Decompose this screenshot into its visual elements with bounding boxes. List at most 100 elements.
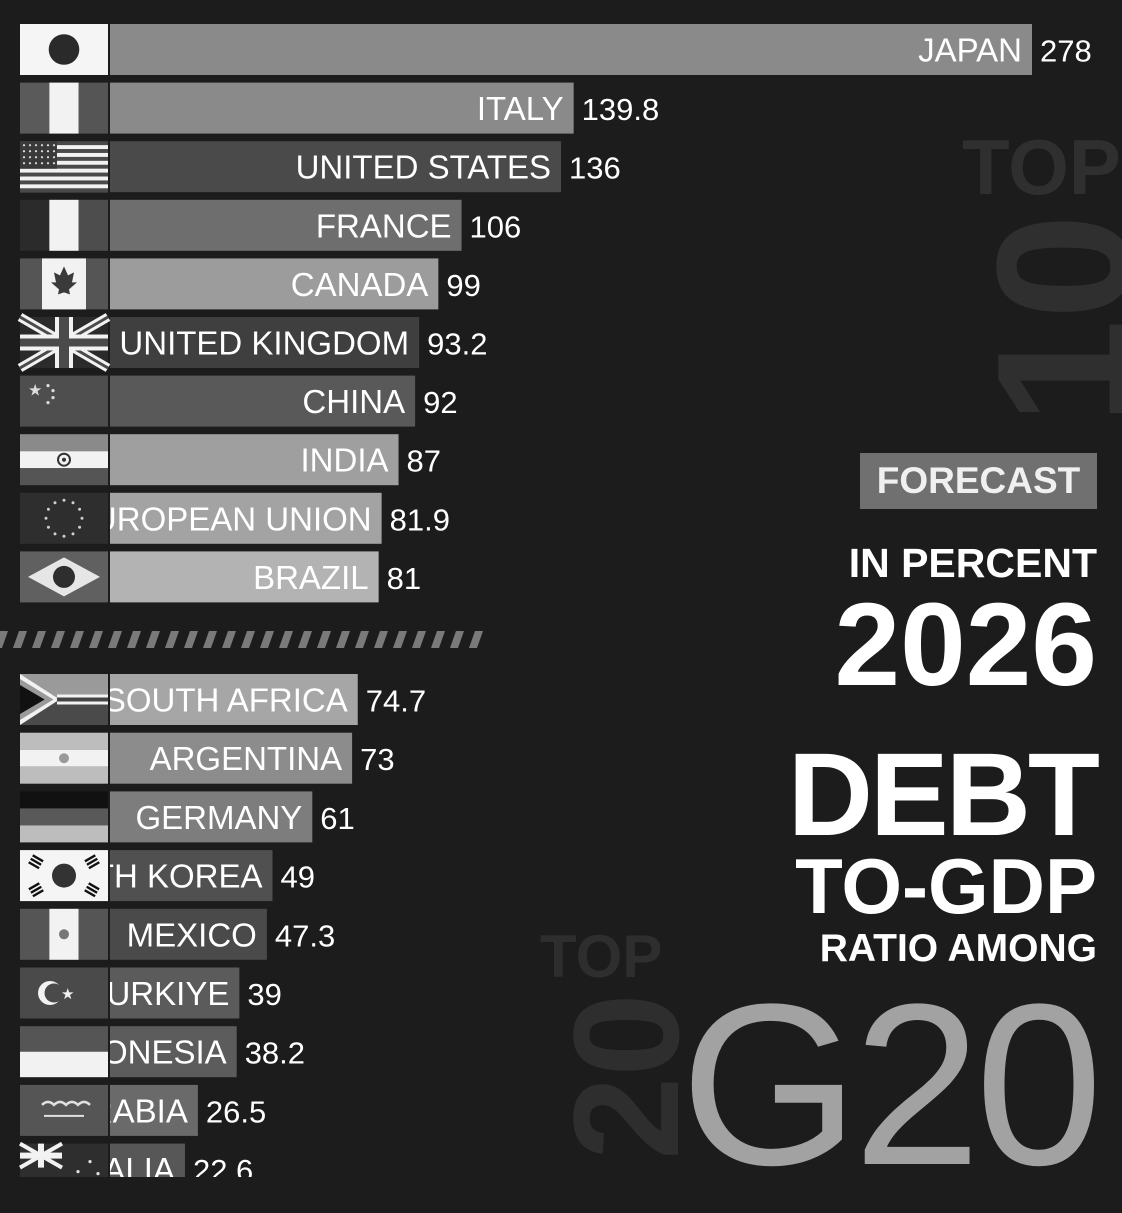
category-label: ALIA <box>103 1151 175 1177</box>
bar <box>110 1084 198 1136</box>
category-label: BRAZIL <box>253 559 369 596</box>
india-flag-icon <box>20 434 108 486</box>
bar <box>110 434 399 486</box>
value-label: 26.5 <box>206 1094 266 1129</box>
value-label: 136 <box>569 151 621 186</box>
bar <box>110 24 1032 75</box>
bar-row: GERMANY 61 <box>20 791 355 843</box>
category-label: TURKIYE <box>86 975 229 1012</box>
bar-row: FRANCE 106 <box>20 199 522 251</box>
value-label: 139.8 <box>582 92 660 127</box>
indonesia-flag-icon <box>20 1026 108 1078</box>
bar <box>110 791 313 843</box>
top10-divider <box>0 631 483 648</box>
ghost-top20-word: TOP <box>540 923 663 990</box>
turkiye-flag-icon: ★ <box>20 967 108 1019</box>
category-label: RABIA <box>89 1092 188 1129</box>
forecast-badge: FORECAST <box>860 453 1097 509</box>
bar <box>110 199 462 251</box>
france-flag-icon <box>20 199 108 251</box>
bar <box>110 732 353 784</box>
bar-row: ★ CHINA 92 <box>20 375 458 427</box>
bar <box>110 551 379 603</box>
category-label: FRANCE <box>316 207 452 244</box>
svg-text:★: ★ <box>61 985 74 1003</box>
bar <box>110 674 358 725</box>
title-ratio-among: RATIO AMONG <box>819 927 1097 970</box>
svg-text:★: ★ <box>28 381 42 400</box>
bar <box>110 967 240 1019</box>
south-africa-flag-icon <box>20 674 108 725</box>
year-label: 2026 <box>834 579 1097 711</box>
argentina-flag-icon <box>20 732 108 784</box>
bar-row: MEXICO 47.3 <box>20 908 335 960</box>
value-label: 93.2 <box>427 327 487 362</box>
bar-row: ONESIA 38.2 <box>20 1026 305 1078</box>
value-label: 73 <box>360 742 394 777</box>
bar-row: SOUTH AFRICA 74.7 <box>20 674 426 725</box>
bar <box>110 1026 237 1078</box>
eu-flag-icon <box>20 492 108 544</box>
title-to-gdp: TO-GDP <box>795 842 1097 930</box>
category-label: ITH KOREA <box>85 858 263 895</box>
bar-row: ★ TURKIYE 39 <box>20 967 282 1019</box>
ghost-top10-number: 10 <box>958 213 1122 425</box>
category-label: INDIA <box>301 442 389 479</box>
category-label: UNITED STATES <box>296 149 551 186</box>
south-korea-flag-icon <box>20 850 108 902</box>
bar-row: JAPAN 278 <box>20 24 1092 75</box>
italy-flag-icon <box>20 82 108 134</box>
bar-row: UNITED KINGDOM 93.2 <box>17 313 487 372</box>
category-label: GERMANY <box>135 799 302 836</box>
value-label: 99 <box>446 268 480 303</box>
category-label: SOUTH AFRICA <box>104 682 348 719</box>
category-label: ITALY <box>477 90 564 127</box>
mexico-flag-icon <box>20 908 108 960</box>
bar-row: ALIA 22.6 <box>19 1141 253 1177</box>
saudi-arabia-flag-icon <box>20 1084 108 1136</box>
value-label: 61 <box>320 801 354 836</box>
bar <box>110 908 267 960</box>
title-g20: G20 <box>680 956 1103 1213</box>
bar <box>110 141 562 193</box>
bar-row: EUROPEAN UNION 81.9 <box>20 492 450 544</box>
bar <box>110 492 382 544</box>
category-label: CHINA <box>302 383 405 420</box>
value-label: 74.7 <box>366 684 426 719</box>
usa-flag-icon <box>20 141 108 193</box>
value-label: 38.2 <box>245 1036 305 1071</box>
title-debt: DEBT <box>787 729 1100 861</box>
brazil-flag-icon <box>20 551 108 603</box>
bar-row: CANADA 99 <box>20 258 481 310</box>
bar-row: UNITED STATES 136 <box>20 141 621 193</box>
value-label: 47.3 <box>275 918 335 953</box>
germany-flag-icon <box>20 791 108 843</box>
bar-row: BRAZIL 81 <box>20 551 421 603</box>
japan-flag-icon <box>20 24 108 75</box>
category-label: CANADA <box>291 266 429 303</box>
value-label: 81.9 <box>390 502 450 537</box>
value-label: 81 <box>387 561 421 596</box>
bar <box>110 82 574 134</box>
category-label: MEXICO <box>127 916 257 953</box>
bar-row: RABIA 26.5 <box>20 1084 266 1136</box>
value-label: 92 <box>423 385 457 420</box>
category-label: UNITED KINGDOM <box>119 325 409 362</box>
value-label: 39 <box>247 977 281 1012</box>
bar-row: INDIA 87 <box>20 434 441 486</box>
ghost-top10-word: TOP <box>962 123 1121 211</box>
bar-row: ITH KOREA 49 <box>20 850 315 902</box>
canada-flag-icon <box>20 258 108 310</box>
value-label: 22.6 <box>193 1153 253 1177</box>
subtitle-in-percent: IN PERCENT <box>848 540 1097 586</box>
bar <box>110 375 416 427</box>
bar <box>110 1143 185 1177</box>
value-label: 106 <box>470 209 522 244</box>
china-flag-icon: ★ <box>20 375 108 427</box>
category-label: ARGENTINA <box>150 740 343 777</box>
bar-row: ITALY 139.8 <box>20 82 660 134</box>
category-label: ONESIA <box>102 1034 227 1071</box>
bar <box>110 317 420 368</box>
bar <box>110 850 273 902</box>
value-label: 49 <box>281 860 315 895</box>
